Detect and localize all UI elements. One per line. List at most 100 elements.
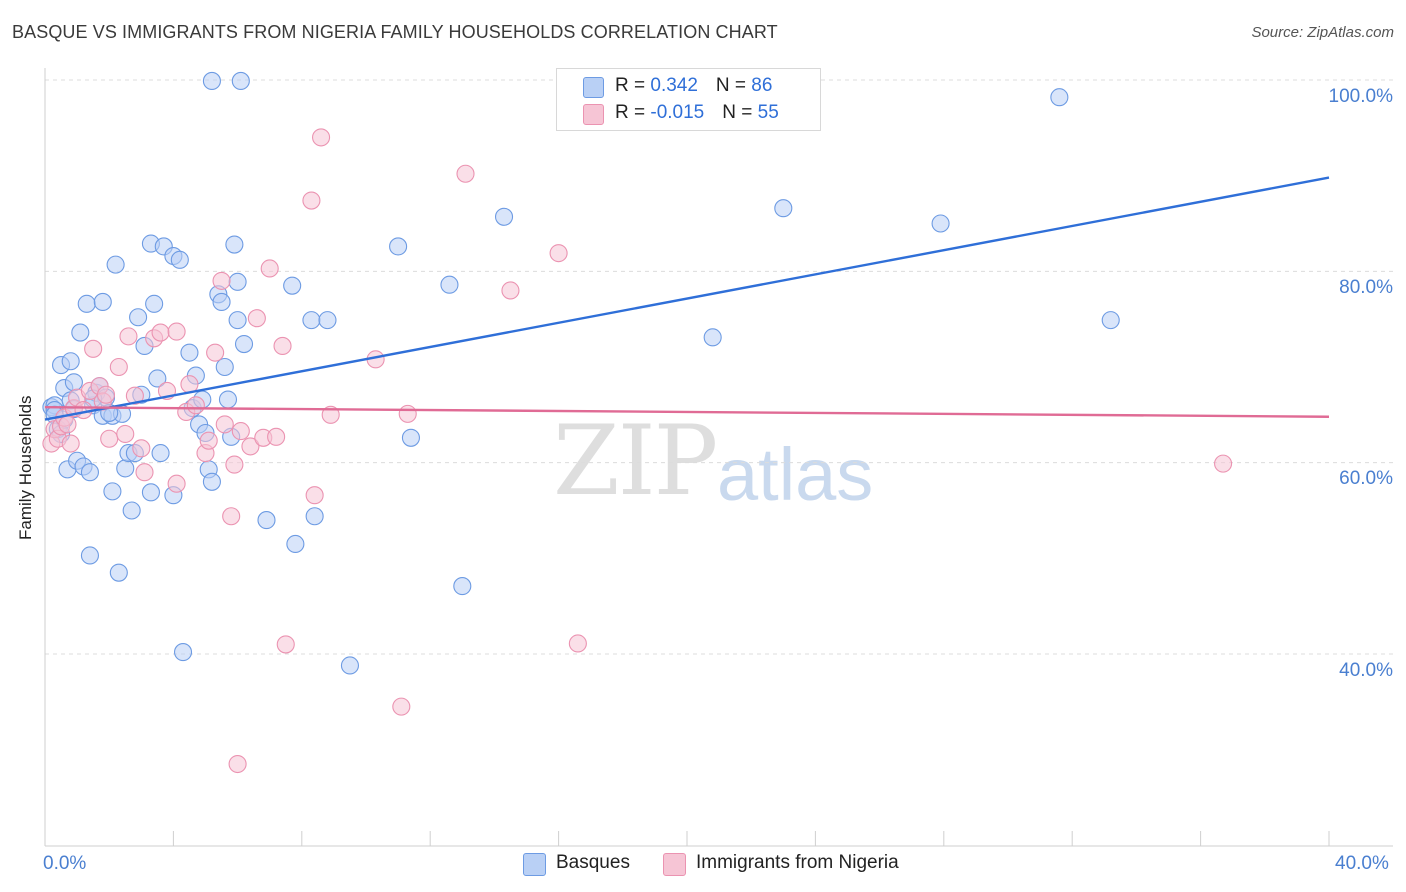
basques-point	[703, 328, 722, 347]
nigeria-point	[61, 434, 80, 453]
nigeria-point	[398, 404, 417, 423]
basques-point	[145, 294, 164, 313]
basques-point	[215, 357, 234, 377]
basques-point	[257, 511, 276, 530]
y-axis-label: Family Households	[16, 395, 35, 540]
watermark-atlas: atlas	[717, 433, 874, 516]
nigeria-point	[58, 415, 77, 434]
basques-point	[305, 507, 324, 526]
nigeria-point	[312, 128, 331, 147]
basques-point	[77, 294, 96, 313]
basques-point	[1101, 311, 1120, 330]
nigeria-point	[501, 281, 520, 300]
nigeria-point	[456, 164, 475, 183]
basques-point	[218, 390, 238, 409]
basques-point	[228, 272, 247, 291]
legend-label: Immigrants from Nigeria	[696, 852, 899, 873]
nigeria-point	[302, 191, 321, 210]
nigeria-point	[151, 323, 170, 342]
basques-point	[1050, 88, 1069, 107]
legend-n-value: 55	[757, 102, 779, 123]
legend-n-label: N =	[722, 102, 758, 123]
axes	[44, 68, 1393, 847]
nigeria-point	[135, 463, 154, 482]
legend-r-value: -0.015	[650, 102, 705, 123]
legend-r-value: 0.342	[650, 75, 698, 96]
nigeria-point	[109, 357, 128, 377]
nigeria-point	[167, 474, 186, 493]
basques-point	[283, 276, 302, 295]
basques-point	[401, 428, 420, 447]
basques-trendline	[44, 176, 1330, 421]
basques-point	[93, 292, 112, 311]
basques-point	[453, 577, 472, 596]
y-tick-label: 60.0%	[1339, 468, 1393, 489]
legend-swatch-blue	[523, 853, 546, 876]
basques-point	[148, 369, 167, 388]
basques-point	[302, 311, 321, 330]
basques-point	[141, 483, 160, 502]
legend-r-label: R =	[615, 75, 651, 96]
nigeria-point	[260, 259, 279, 278]
basques-point	[389, 237, 408, 256]
nigeria-point	[222, 507, 241, 526]
nigeria-point	[241, 437, 260, 456]
nigeria-point	[96, 385, 116, 404]
basques-point	[225, 235, 244, 254]
nigeria-point	[228, 754, 247, 774]
nigeria-point	[267, 427, 286, 446]
legend-swatch-pink	[583, 104, 604, 125]
nigeria-point	[84, 339, 103, 358]
basques-point	[180, 343, 199, 362]
basques-point	[228, 311, 247, 330]
basques-point	[318, 311, 337, 330]
legend-r-label: R =	[615, 102, 651, 123]
basques-point	[106, 255, 125, 274]
trend-lines	[44, 176, 1330, 421]
basques-point	[116, 459, 135, 478]
basques-point	[494, 207, 514, 226]
basques-point	[64, 373, 83, 392]
y-tick-label: 100.0%	[1328, 86, 1393, 107]
legend-swatch-blue	[583, 77, 604, 98]
source-label: Source: ZipAtlas.com	[1251, 24, 1394, 41]
grid-lines	[45, 79, 1393, 655]
basques-point	[212, 292, 231, 311]
basques-point	[129, 308, 148, 327]
basques-point	[202, 472, 221, 491]
legend-n-label: N =	[715, 75, 752, 96]
basques-point	[234, 334, 254, 354]
nigeria-point	[125, 386, 144, 405]
basques-point	[103, 482, 122, 501]
nigeria-point	[206, 343, 225, 362]
stats-legend: R = 0.342 N = 86 R = -0.015 N = 55	[556, 68, 821, 131]
basques-point	[109, 563, 128, 582]
basques-point	[151, 444, 170, 463]
legend-swatch-pink	[663, 853, 686, 876]
y-tick-label: 40.0%	[1339, 660, 1393, 681]
data-points	[42, 71, 1233, 774]
basques-point	[231, 71, 250, 91]
watermark-zip: ZIP	[553, 405, 718, 517]
basques-point	[170, 250, 189, 269]
nigeria-point	[167, 322, 186, 341]
chart-title: BASQUE VS IMMIGRANTS FROM NIGERIA FAMILY…	[12, 22, 778, 42]
legend-n-value: 86	[751, 75, 773, 96]
basques-point	[71, 323, 90, 342]
basques-point	[173, 643, 193, 662]
nigeria-point	[392, 697, 411, 716]
nigeria-point	[568, 634, 587, 653]
nigeria-point	[321, 405, 340, 424]
basques-point	[202, 71, 221, 91]
nigeria-point	[100, 429, 119, 448]
nigeria-point	[247, 309, 266, 328]
x-tick-label: 40.0%	[1335, 853, 1389, 874]
nigeria-point	[199, 431, 218, 450]
basques-point	[80, 463, 99, 482]
basques-point	[340, 656, 360, 675]
nigeria-point	[215, 415, 234, 434]
y-tick-label: 80.0%	[1339, 277, 1393, 298]
nigeria-point	[549, 244, 568, 263]
x-tick-label: 0.0%	[43, 853, 87, 874]
